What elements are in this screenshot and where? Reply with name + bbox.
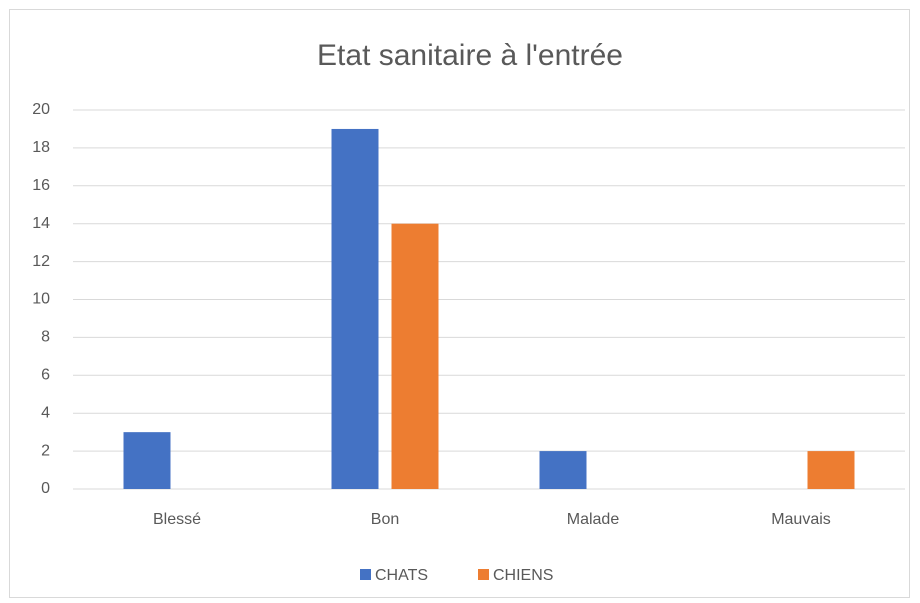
x-tick-label: Bon xyxy=(371,511,399,528)
x-tick-label: Blessé xyxy=(153,511,201,528)
y-tick-label: 4 xyxy=(41,404,50,421)
legend-label: CHIENS xyxy=(493,567,553,584)
bar xyxy=(123,432,171,489)
legend-swatch xyxy=(478,569,489,580)
y-tick-label: 0 xyxy=(41,480,50,497)
chart-title: Etat sanitaire à l'entrée xyxy=(317,39,623,72)
y-tick-label: 14 xyxy=(32,215,50,232)
y-tick-label: 8 xyxy=(41,329,50,346)
bar xyxy=(539,451,587,489)
legend-swatch xyxy=(360,569,371,580)
y-tick-label: 16 xyxy=(32,177,50,194)
legend-label: CHATS xyxy=(375,567,428,584)
bar xyxy=(331,128,379,489)
bar xyxy=(807,451,855,489)
y-tick-label: 2 xyxy=(41,442,50,459)
x-tick-label: Mauvais xyxy=(771,511,831,528)
bar xyxy=(391,223,439,489)
x-tick-label: Malade xyxy=(567,511,620,528)
y-tick-label: 12 xyxy=(32,253,50,270)
y-tick-label: 6 xyxy=(41,367,50,384)
chart-frame xyxy=(9,9,910,598)
y-tick-label: 20 xyxy=(32,101,50,118)
y-tick-label: 10 xyxy=(32,291,50,308)
y-tick-label: 18 xyxy=(32,139,50,156)
